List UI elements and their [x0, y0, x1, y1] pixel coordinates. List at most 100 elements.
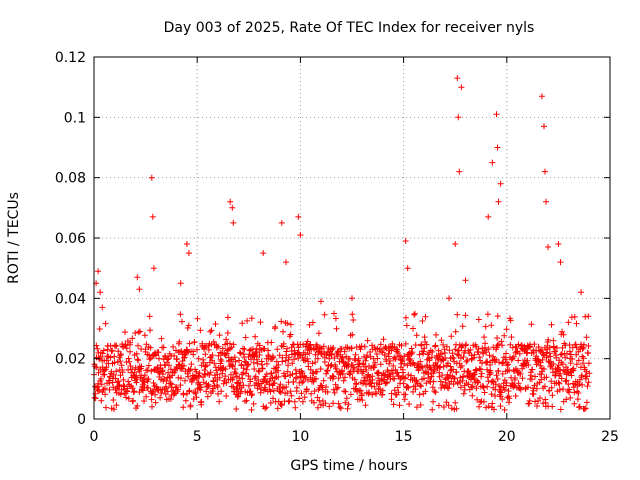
data-point	[579, 345, 586, 352]
data-point	[455, 114, 462, 121]
data-point	[516, 350, 523, 357]
data-point	[494, 144, 501, 151]
data-point	[255, 377, 262, 383]
data-point	[186, 387, 193, 394]
data-point	[311, 388, 318, 395]
data-point	[342, 388, 349, 395]
data-point	[454, 311, 461, 318]
data-point	[340, 377, 347, 384]
data-point	[118, 351, 124, 358]
data-point	[118, 362, 125, 369]
data-point	[507, 317, 514, 324]
data-point	[306, 321, 313, 328]
data-point	[428, 354, 435, 361]
data-point	[95, 268, 102, 275]
data-point	[361, 377, 368, 384]
data-point	[404, 383, 411, 390]
data-point	[501, 406, 508, 413]
data-point	[103, 364, 110, 371]
data-point	[132, 364, 139, 371]
data-point	[451, 375, 458, 382]
data-point	[497, 388, 504, 395]
data-point	[585, 379, 592, 386]
data-point	[91, 394, 98, 401]
data-point	[146, 313, 153, 320]
data-point	[287, 331, 294, 338]
data-point	[117, 352, 124, 359]
data-point	[326, 355, 333, 362]
data-point	[459, 323, 466, 330]
data-point	[273, 358, 280, 365]
data-point	[242, 398, 248, 405]
data-point	[101, 371, 108, 378]
data-point	[127, 363, 134, 369]
data-point	[492, 393, 498, 399]
y-tick-label: 0.02	[55, 352, 86, 368]
data-point	[134, 274, 141, 281]
data-point	[419, 364, 426, 371]
data-point	[205, 383, 212, 390]
data-point	[276, 383, 283, 390]
data-point	[533, 353, 540, 360]
data-point	[278, 318, 285, 325]
data-point	[112, 375, 119, 382]
data-point	[377, 361, 384, 368]
data-point	[230, 374, 237, 381]
data-point	[453, 405, 460, 412]
data-point	[497, 403, 504, 410]
data-point	[352, 357, 359, 364]
data-point	[466, 373, 473, 380]
data-point	[219, 345, 226, 352]
data-point	[123, 394, 130, 401]
data-point	[489, 400, 496, 407]
y-axis-ticks: 0 0.02 0.04 0.06 0.08 0.1 0.12	[55, 50, 610, 428]
data-point	[179, 318, 185, 325]
data-point	[339, 370, 346, 377]
data-point	[363, 367, 370, 373]
data-point	[209, 352, 216, 359]
data-point	[552, 348, 559, 355]
data-point	[571, 313, 578, 320]
data-point	[404, 362, 411, 369]
data-point	[330, 386, 337, 393]
data-point	[555, 241, 562, 247]
data-point	[193, 394, 200, 401]
data-point	[448, 333, 455, 340]
data-point	[525, 384, 531, 391]
data-point	[203, 362, 210, 369]
data-point	[314, 394, 321, 401]
data-point	[487, 370, 494, 376]
data-point	[562, 378, 569, 385]
data-point	[581, 406, 588, 412]
data-point	[131, 388, 138, 395]
data-point	[335, 400, 342, 407]
data-point	[300, 378, 307, 385]
data-point	[586, 370, 593, 377]
data-point	[275, 362, 282, 368]
data-point	[404, 265, 411, 272]
data-point	[323, 370, 330, 377]
data-point	[96, 387, 102, 394]
data-point	[182, 397, 189, 404]
data-point	[330, 373, 337, 380]
data-point	[293, 370, 300, 377]
data-point	[486, 352, 493, 359]
data-point	[277, 389, 284, 396]
data-point	[351, 376, 358, 383]
data-point	[229, 204, 236, 211]
data-point	[240, 382, 247, 389]
data-point	[197, 387, 204, 393]
data-point	[214, 384, 221, 390]
data-point	[539, 356, 546, 363]
data-point	[430, 398, 437, 405]
data-point	[576, 404, 582, 411]
data-point	[181, 362, 187, 369]
data-point	[113, 342, 120, 349]
data-point	[333, 325, 340, 332]
data-point	[236, 349, 243, 356]
data-point	[284, 345, 290, 352]
data-point	[364, 352, 371, 359]
data-point	[566, 348, 573, 355]
data-point	[488, 322, 495, 329]
